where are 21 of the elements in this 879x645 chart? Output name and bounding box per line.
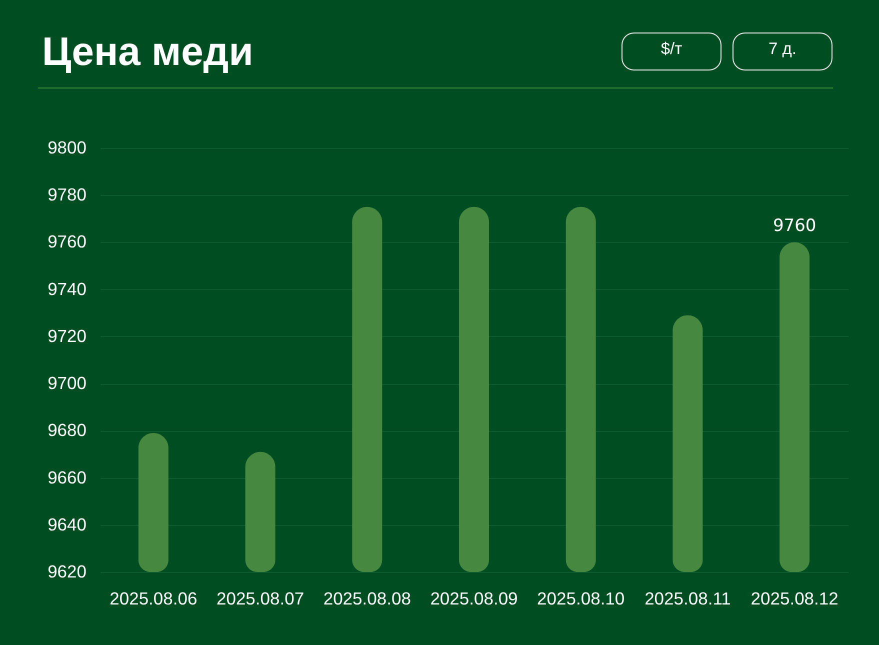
x-tick-label: 2025.08.06 bbox=[110, 588, 198, 608]
text: $/т bbox=[660, 40, 683, 58]
y-tick-label: 9780 bbox=[48, 184, 87, 205]
x-tick-label: 2025.08.07 bbox=[216, 588, 304, 608]
chart-title: Цена меди bbox=[42, 30, 254, 74]
y-tick-label: 9620 bbox=[48, 562, 87, 582]
x-tick-label: 2025.08.08 bbox=[323, 588, 411, 608]
y-tick-label: 9680 bbox=[48, 420, 87, 440]
y-tick-label: 9720 bbox=[48, 326, 87, 346]
y-tick-label: 9760 bbox=[48, 232, 87, 252]
y-tick-label: 9700 bbox=[48, 373, 87, 394]
y-tick-label: 9660 bbox=[48, 467, 87, 488]
text: 7 д. bbox=[768, 40, 796, 58]
y-tick-label: 9640 bbox=[48, 514, 87, 534]
x-tick-label: 2025.08.09 bbox=[430, 588, 518, 608]
data-label: 9760 bbox=[772, 216, 816, 236]
y-tick-label: 9740 bbox=[48, 278, 87, 299]
y-tick-label: 9800 bbox=[48, 138, 87, 158]
x-tick-label: 2025.08.12 bbox=[750, 588, 838, 608]
x-tick-label: 2025.08.11 bbox=[644, 588, 731, 608]
x-tick-label: 2025.08.10 bbox=[537, 588, 625, 608]
